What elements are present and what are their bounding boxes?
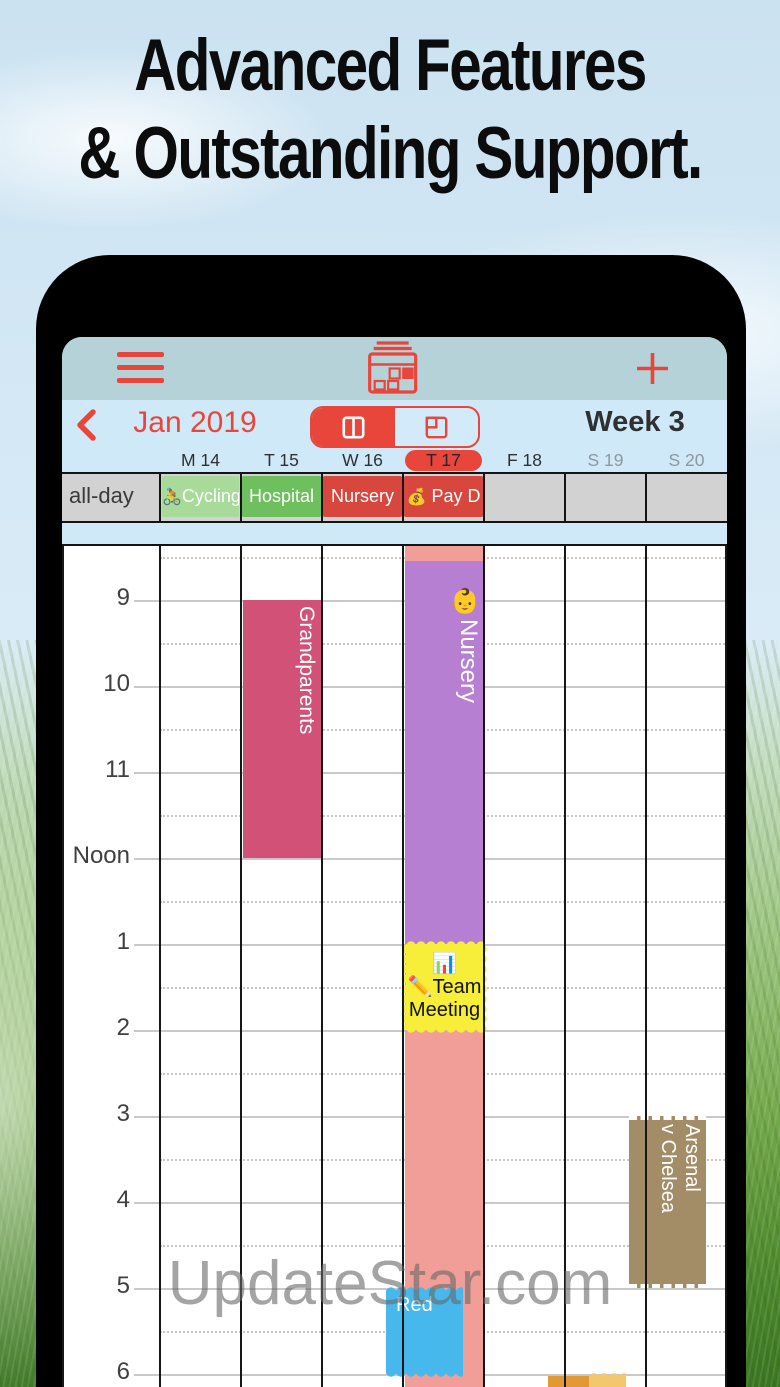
event-arsenal-v-chelsea[interactable]: Arsenal v Chelsea bbox=[629, 1116, 706, 1288]
all-day-row: all-day 🚴Cycling Hospital bbox=[62, 472, 727, 523]
allday-event-hospital[interactable]: Hospital bbox=[242, 476, 321, 517]
spacer bbox=[62, 523, 727, 544]
event-title: Cycling bbox=[181, 486, 239, 506]
column-border bbox=[159, 546, 161, 1387]
time-label-1: 1 bbox=[116, 928, 130, 955]
view-toggle bbox=[310, 406, 480, 448]
calendar-grid-icon[interactable] bbox=[363, 340, 421, 401]
event-title-line1: Arsenal bbox=[681, 1124, 703, 1192]
divider bbox=[321, 474, 323, 521]
cyclist-icon: 🚴 bbox=[162, 489, 182, 506]
event-title: Red bbox=[396, 1294, 433, 1316]
watermark: UpdateStar.com bbox=[167, 1249, 613, 1318]
day-header-w16[interactable]: W 16 bbox=[342, 450, 383, 470]
baby-icon: 👶 bbox=[450, 588, 480, 615]
day-header-row: M 14 T 15 W 16 T 17 F 18 S 19 S 20 bbox=[62, 450, 727, 472]
time-label-3: 3 bbox=[116, 1100, 130, 1127]
month-label: Jan 2019 bbox=[133, 406, 257, 439]
scallop-edge bbox=[323, 476, 402, 478]
hamburger-bar bbox=[117, 352, 164, 357]
time-label-11: 11 bbox=[105, 756, 130, 783]
chevron-left-icon[interactable] bbox=[74, 409, 98, 446]
week-columns-icon bbox=[342, 415, 365, 438]
money-bag-icon: 💰 bbox=[406, 489, 427, 506]
hamburger-bar bbox=[117, 365, 164, 370]
day-page-icon bbox=[425, 416, 448, 438]
time-label-2: 2 bbox=[116, 1014, 130, 1041]
column-border bbox=[645, 546, 647, 1387]
day-header-s20[interactable]: S 20 bbox=[668, 450, 705, 470]
headline-line1: Advanced Features bbox=[134, 25, 647, 106]
view-toggle-day[interactable] bbox=[395, 408, 478, 446]
week-time-grid: 9 10 11 Noon 1 2 3 4 5 6 Grandparents 👶 … bbox=[62, 544, 727, 1387]
column-border bbox=[564, 546, 566, 1387]
scallop-edge bbox=[404, 515, 483, 517]
headline: Advanced Features & Outstanding Support. bbox=[78, 22, 703, 197]
event-title-line2: v Chelsea bbox=[657, 1124, 679, 1213]
divider bbox=[402, 474, 404, 521]
event-title-wrap: 📊✏️Team Meeting bbox=[406, 953, 483, 1022]
toolbar bbox=[62, 337, 727, 400]
scallop-edge bbox=[162, 515, 239, 517]
week-label: Week 3 bbox=[585, 406, 685, 438]
event-title: Grandparents bbox=[295, 606, 318, 735]
headline-line2: & Outstanding Support. bbox=[78, 112, 703, 194]
time-label-5: 5 bbox=[116, 1272, 130, 1299]
day-header-m14[interactable]: M 14 bbox=[181, 450, 220, 470]
divider bbox=[645, 474, 647, 521]
event-title: Arsenal v Chelsea bbox=[656, 1124, 704, 1213]
hamburger-icon[interactable] bbox=[117, 352, 164, 383]
app-screen: Jan 2019 Week 3 bbox=[62, 337, 727, 1387]
event-title: Pay D bbox=[431, 486, 481, 506]
scallop-edge bbox=[242, 515, 321, 517]
plus-icon[interactable] bbox=[636, 352, 669, 390]
time-label-4: 4 bbox=[116, 1186, 130, 1213]
divider bbox=[564, 474, 566, 521]
allday-event-nursery[interactable]: Nursery bbox=[323, 476, 402, 517]
scallop-edge bbox=[162, 476, 239, 478]
column-border bbox=[321, 546, 323, 1387]
divider bbox=[483, 474, 485, 521]
phone-frame: Jan 2019 Week 3 bbox=[36, 255, 746, 1387]
time-label-10: 10 bbox=[103, 670, 130, 697]
event-title: Nursery bbox=[455, 619, 482, 704]
column-border bbox=[240, 546, 242, 1387]
column-border bbox=[62, 546, 64, 1387]
column-border bbox=[725, 546, 727, 1387]
event-orange-left[interactable] bbox=[548, 1376, 589, 1387]
time-label-9: 9 bbox=[116, 584, 130, 611]
day-header-s19[interactable]: S 19 bbox=[587, 450, 624, 470]
event-team-meeting[interactable]: 📊✏️Team Meeting bbox=[402, 939, 487, 1035]
event-title: Hospital bbox=[248, 486, 315, 506]
scallop-edge bbox=[404, 476, 483, 478]
time-label-noon: Noon bbox=[72, 842, 130, 869]
event-nursery[interactable]: 👶 Nursery bbox=[405, 561, 484, 987]
chart-pencil-icon: 📊✏️ bbox=[407, 952, 457, 998]
day-header-t15[interactable]: T 15 bbox=[264, 450, 299, 470]
all-day-label: all-day bbox=[69, 483, 134, 508]
event-grandparents[interactable]: Grandparents bbox=[243, 600, 321, 858]
day-header-t17-selected[interactable]: T 17 bbox=[405, 450, 482, 471]
scallop-edge bbox=[323, 515, 402, 517]
time-label-6: 6 bbox=[116, 1358, 130, 1385]
divider bbox=[159, 474, 161, 521]
allday-event-cycling[interactable]: 🚴Cycling bbox=[162, 476, 239, 517]
event-title: Team Meeting bbox=[408, 975, 482, 1021]
hamburger-bar bbox=[117, 378, 164, 383]
nav-row: Jan 2019 Week 3 bbox=[62, 400, 727, 450]
view-toggle-week[interactable] bbox=[312, 408, 395, 446]
allday-event-payday[interactable]: 💰 Pay D bbox=[404, 476, 483, 517]
event-orange-right[interactable] bbox=[589, 1371, 626, 1387]
day-header-f18[interactable]: F 18 bbox=[506, 450, 543, 470]
divider bbox=[240, 474, 242, 521]
scallop-edge bbox=[242, 476, 321, 478]
event-title: Nursery bbox=[330, 486, 394, 506]
